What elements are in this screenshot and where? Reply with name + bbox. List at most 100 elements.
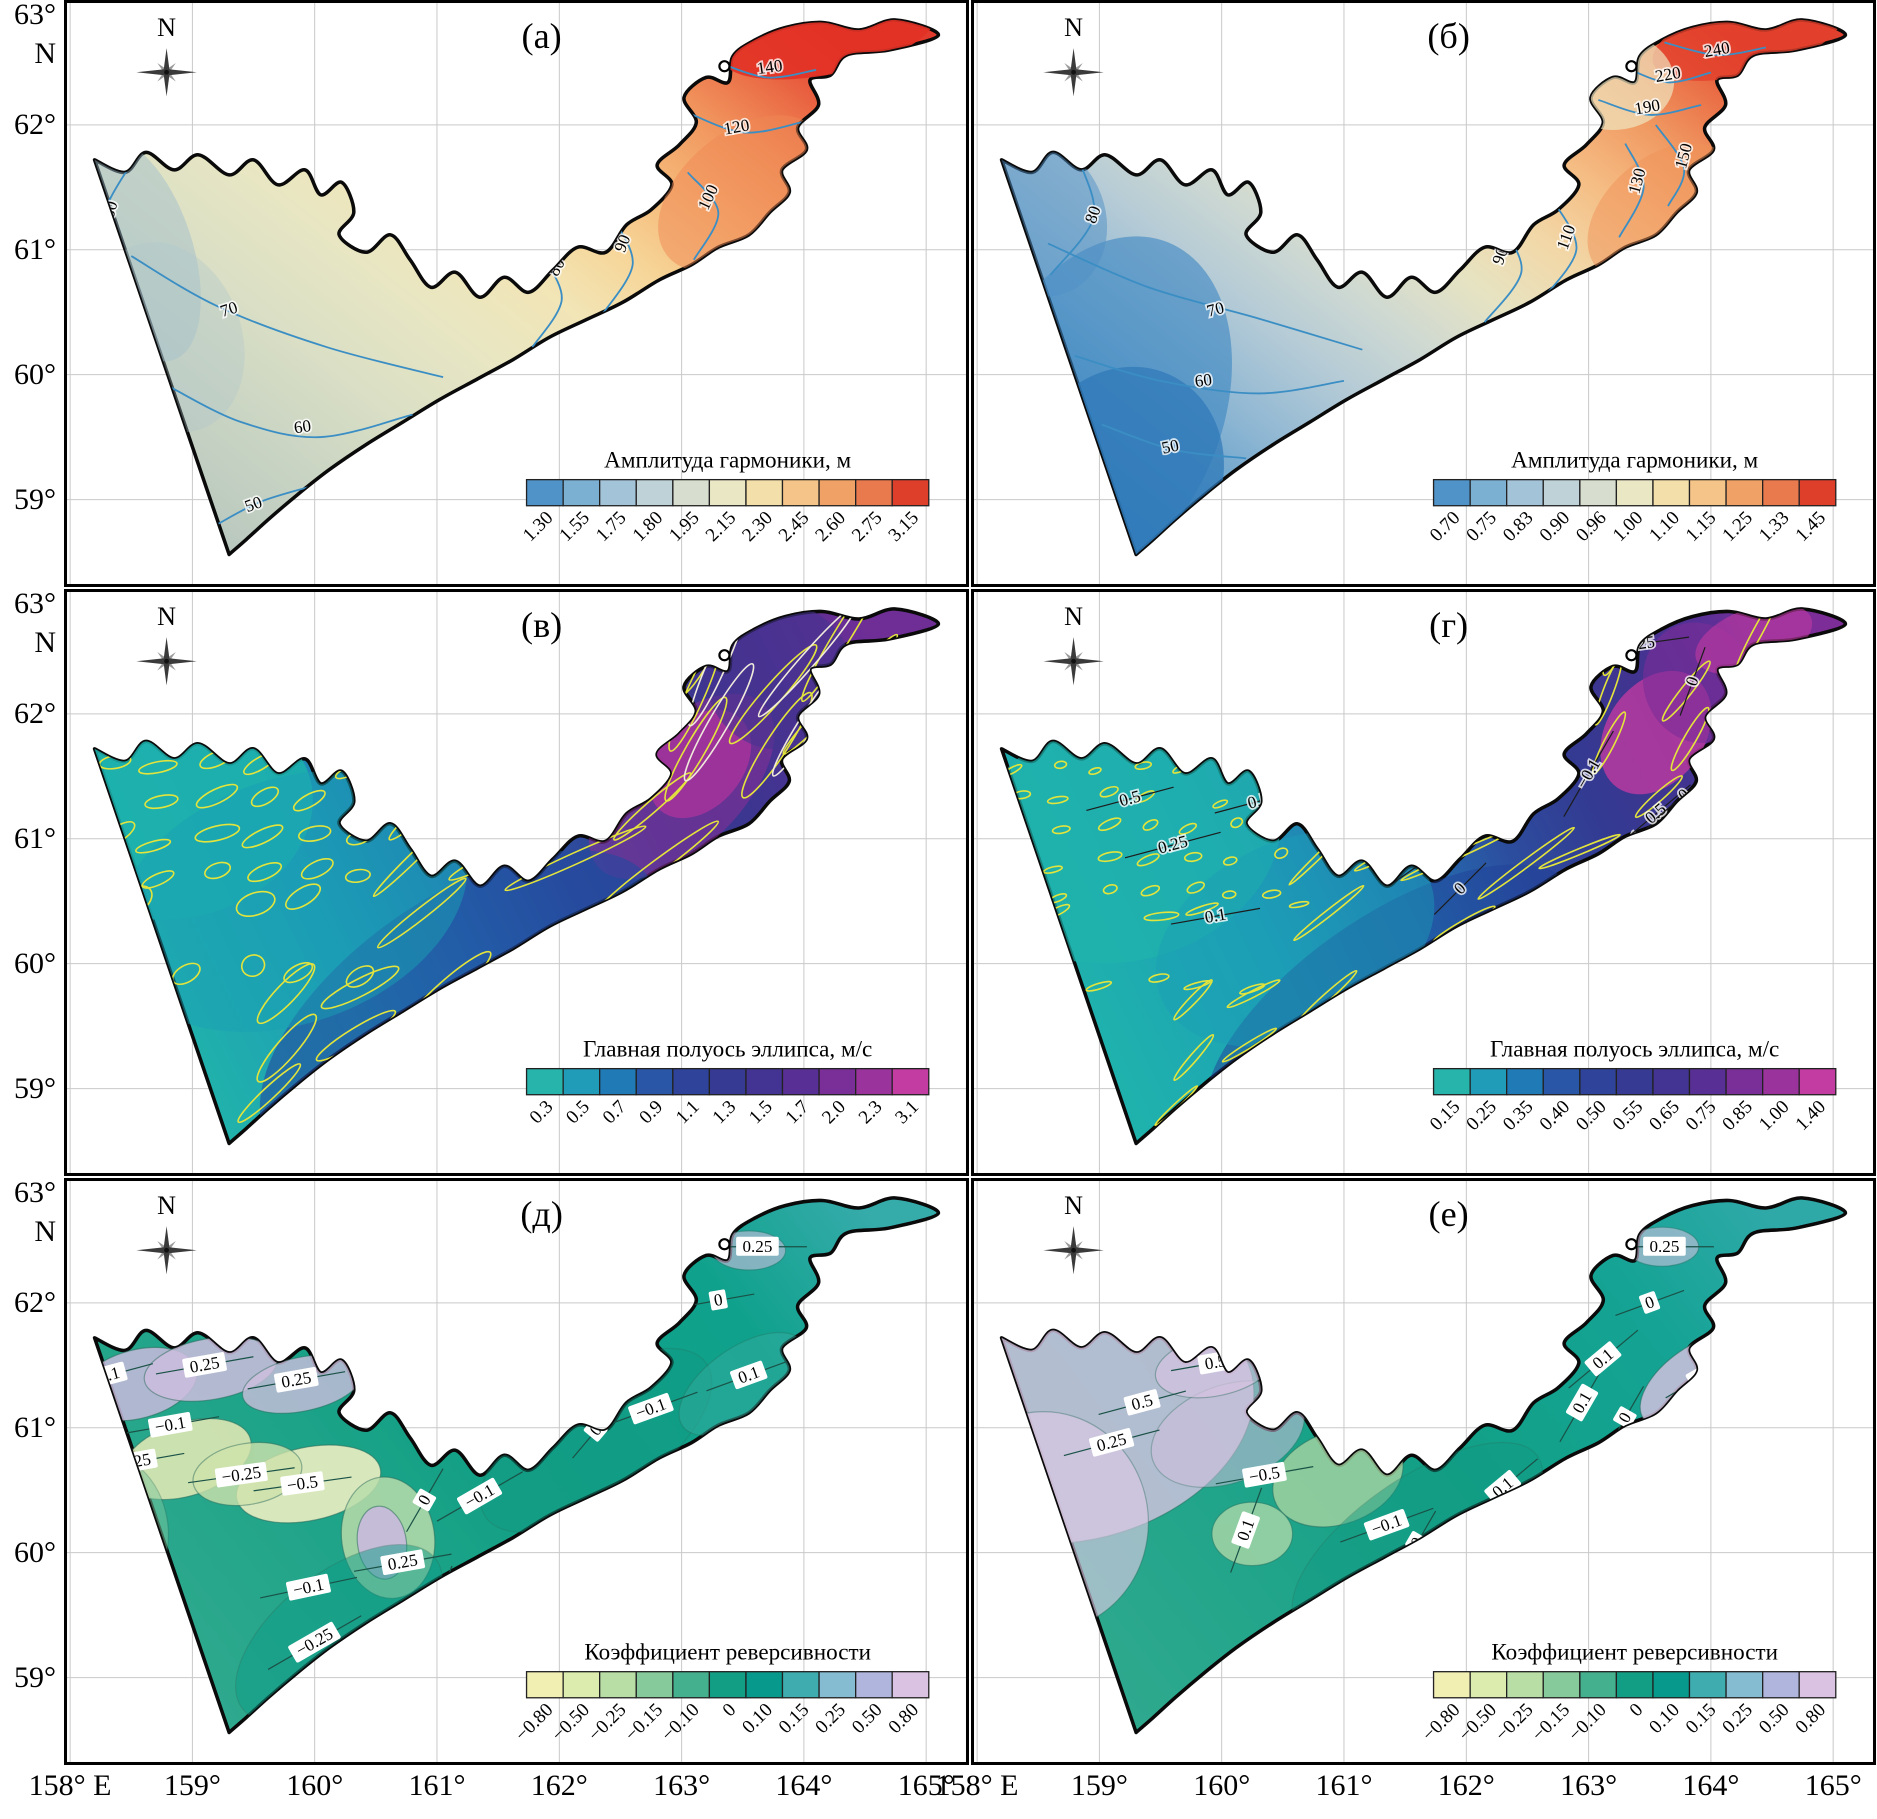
colorbar-cell xyxy=(1725,478,1764,507)
tidal-ellipse xyxy=(1148,973,1170,983)
lat-axis-row-1: 63° N 62° 61° 60° 59° xyxy=(0,0,62,587)
colorbar-cell xyxy=(525,1671,564,1699)
lon-tick-label: 158° E xyxy=(935,1769,1019,1802)
colorbar-cell xyxy=(525,478,564,507)
colorbar-cell xyxy=(1579,1671,1618,1699)
tidal-ellipse xyxy=(1136,853,1160,867)
lat-tick-label: 62° xyxy=(14,696,56,730)
colorbar-cell xyxy=(818,1067,857,1096)
panel-d-reversibility-map: 0.10.250.25−0.1−0.25−0.25−0.50−0.10.250−… xyxy=(64,1178,969,1765)
colorbar-title: Главная полуось эллипса, м/с xyxy=(1490,1036,1779,1062)
compass-icon: N xyxy=(1043,1191,1104,1275)
colorbar-cell xyxy=(1688,478,1727,507)
colorbar-cell xyxy=(781,1067,820,1096)
tidal-ellipse xyxy=(344,868,371,884)
tidal-ellipse xyxy=(1051,825,1071,835)
tidal-ellipse xyxy=(292,789,326,812)
colorbar-cell xyxy=(672,1067,711,1096)
colorbar-cell xyxy=(708,1067,747,1096)
lon-tick-label: 164° xyxy=(1682,1769,1740,1802)
colorbar-cell xyxy=(745,1067,784,1096)
colorbar-cell xyxy=(635,1067,674,1096)
colorbar-cell xyxy=(1615,1671,1654,1699)
lat-tick-label: 60° xyxy=(14,946,56,980)
panel-a-amplitude-map: 506070808090100120140N(а)Амплитуда гармо… xyxy=(64,0,969,587)
tidal-ellipse xyxy=(144,794,179,810)
lon-tick-label: 163° xyxy=(653,1769,711,1802)
tidal-ellipse xyxy=(1097,817,1122,832)
contour-line xyxy=(1618,143,1645,238)
contour-line xyxy=(1074,355,1345,395)
colorbar-cell xyxy=(1762,1067,1800,1096)
tidal-ellipse xyxy=(1143,911,1180,922)
colorbar-cell xyxy=(1432,478,1471,507)
tidal-ellipse xyxy=(1221,890,1237,900)
colorbar-cell xyxy=(1798,478,1837,507)
tidal-ellipse xyxy=(241,824,284,849)
tidal-ellipse xyxy=(1261,889,1282,899)
tidal-ellipse xyxy=(1477,826,1575,900)
colorbar-cell xyxy=(745,1671,784,1699)
colorbar-cell xyxy=(635,1671,674,1699)
tidal-ellipse xyxy=(1097,851,1123,863)
station-marker xyxy=(718,649,731,662)
figure-root: 63°N62°61°60°59° 506070808090100120140N(… xyxy=(0,0,1876,1765)
contour-label: 0.25 xyxy=(386,1550,419,1574)
tidal-ellipse xyxy=(1102,883,1118,895)
lon-tick-label: 163° xyxy=(1560,1769,1618,1802)
colorbar-cell xyxy=(855,1067,893,1096)
colorbar-cell xyxy=(781,1671,820,1699)
panel-letter: (д) xyxy=(520,1194,563,1234)
colorbar-cell xyxy=(1542,1671,1581,1699)
lon-tick-label: 160° xyxy=(286,1769,344,1802)
contour-label: 0.25 xyxy=(1649,1237,1679,1256)
compass-icon: N xyxy=(1043,602,1104,686)
field-patch xyxy=(112,770,468,1032)
colorbar-cell xyxy=(1506,1671,1544,1699)
contour-label: 0.5 xyxy=(1129,1390,1155,1414)
panel-b-amplitude-map: 50 60 70 80 90 110 130 150 190 220 240 N (б) Амплитуд… xyxy=(971,0,1876,587)
tidal-ellipse xyxy=(1140,884,1161,897)
compass-icon: N xyxy=(136,1191,197,1275)
colorbar-cell xyxy=(1688,1067,1727,1096)
compass-icon: N xyxy=(136,13,197,97)
colorbar-cell xyxy=(562,1067,601,1096)
tidal-ellipse xyxy=(1226,979,1281,1009)
contour-line xyxy=(681,109,802,134)
tidal-ellipse xyxy=(376,877,467,949)
contour-line xyxy=(1655,124,1685,207)
colorbar-cell xyxy=(891,478,930,507)
tidal-ellipse xyxy=(612,772,692,841)
compass-n-label: N xyxy=(157,602,176,631)
colorbar-cell xyxy=(1798,1067,1837,1096)
colorbar-cell xyxy=(1432,1671,1471,1699)
tidal-ellipse xyxy=(235,890,276,918)
tidal-ellipse xyxy=(1088,767,1102,776)
colorbar-cell xyxy=(1579,1067,1618,1096)
panel-letter: (а) xyxy=(522,16,562,56)
colorbar-cell xyxy=(599,1067,637,1096)
tidal-ellipse xyxy=(320,965,400,1010)
colorbar-cell xyxy=(1469,1671,1508,1699)
contour-label: 0 xyxy=(712,1290,724,1310)
colorbar-cell xyxy=(672,1671,711,1699)
contour-line xyxy=(1049,164,1096,276)
colorbar-cell xyxy=(1469,478,1508,507)
tidal-ellipse xyxy=(285,883,322,910)
lon-tick-label: 162° xyxy=(530,1769,588,1802)
tidal-ellipse xyxy=(1185,902,1219,916)
contour-label: 140 xyxy=(756,56,784,78)
colorbar-cell xyxy=(672,478,711,507)
colorbar-title: Амплитуда гармоники, м xyxy=(1511,447,1758,473)
colorbar-cell xyxy=(1762,1671,1800,1699)
colorbar-cell xyxy=(599,478,637,507)
contour-label: 0.25 xyxy=(742,1237,772,1256)
colorbar-cell xyxy=(781,478,820,507)
lat-tick-label: 59° xyxy=(14,482,56,516)
colorbar-cell xyxy=(818,478,857,507)
tidal-ellipse xyxy=(195,783,239,809)
lat-axis-north-label: N xyxy=(34,1215,56,1248)
colorbar-cell xyxy=(855,1671,893,1699)
lat-tick-label: 60° xyxy=(14,1535,56,1569)
lat-tick-label: 63° xyxy=(14,0,56,31)
